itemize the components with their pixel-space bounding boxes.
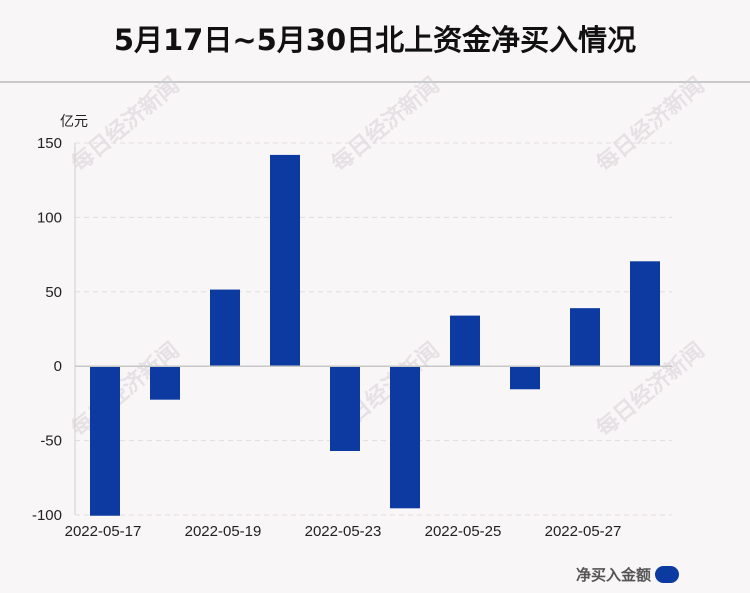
bar (150, 366, 180, 400)
x-tick-label: 2022-05-23 (305, 523, 382, 540)
y-tick-label: 50 (45, 284, 62, 301)
bar (270, 154, 300, 367)
watermark-text: 每日经济新闻 (327, 72, 445, 177)
x-tick-label: 2022-05-25 (425, 523, 502, 540)
bar (510, 366, 540, 390)
legend-label: 净买入金额 (576, 565, 652, 584)
bar (330, 366, 360, 452)
bar (450, 315, 480, 367)
y-tick-label: -50 (40, 433, 62, 450)
bar (210, 289, 240, 367)
bar (390, 366, 420, 509)
y-tick-label: 0 (54, 358, 62, 375)
watermark-text: 每日经济新闻 (592, 72, 710, 177)
bar (570, 308, 600, 367)
x-tick-label: 2022-05-27 (545, 523, 622, 540)
chart-title: 5月17日~5月30日北上资金净买入情况 (113, 23, 637, 57)
x-tick-label: 2022-05-19 (185, 523, 262, 540)
y-tick-label: 100 (37, 209, 62, 226)
y-axis-unit: 亿元 (60, 114, 88, 130)
x-tick-label: 2022-05-17 (65, 523, 142, 540)
bar (90, 366, 120, 516)
legend-swatch (655, 565, 680, 583)
legend: 净买入金额 (576, 563, 680, 585)
bar (630, 261, 660, 367)
y-tick-label: 150 (37, 135, 62, 152)
y-tick-label: -100 (32, 507, 62, 524)
title-divider (0, 81, 750, 83)
